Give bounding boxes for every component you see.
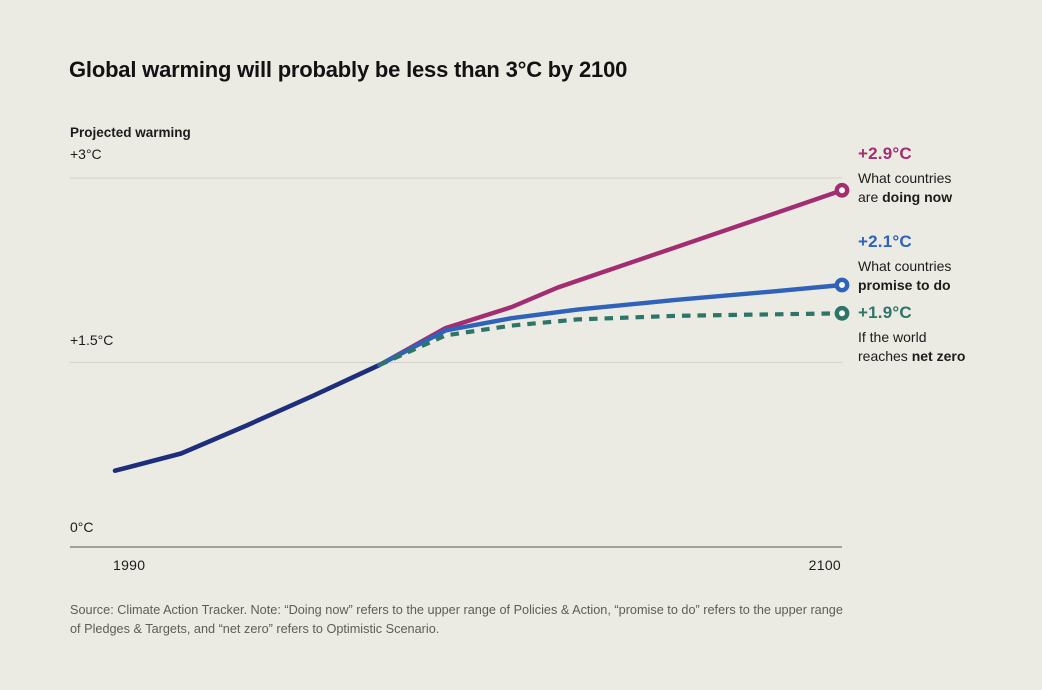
annotation-net-zero: +1.9°C If the world reaches net zero: [858, 303, 1028, 366]
annotation-desc-line2-pre: are: [858, 188, 883, 205]
annotation-desc-doing-now: What countries are doing now: [858, 169, 1028, 207]
chart-title: Global warming will probably be less tha…: [69, 57, 628, 82]
annotation-desc-line2-bold: doing now: [882, 188, 953, 205]
x-tick-label-1990: 1990: [113, 557, 146, 573]
source-line-1: Source: Climate Action Tracker. Note: “D…: [70, 603, 843, 617]
annotation-desc-line1: If the world: [858, 328, 927, 345]
series-line-doing-now: [377, 188, 845, 368]
series-line-historical-warming: [112, 362, 382, 474]
annotation-promise-to-do: +2.1°C What countries promise to do: [858, 232, 1028, 295]
end-marker-doing-now: [834, 182, 850, 198]
annotation-desc-promise-to-do: What countries promise to do: [858, 257, 1028, 295]
annotation-desc-net-zero: If the world reaches net zero: [858, 328, 1028, 366]
y-tick-label-plus3: +3°C: [70, 146, 102, 162]
annotation-temp-doing-now: +2.9°C: [858, 144, 912, 163]
end-marker-promise-to-do: [834, 277, 850, 293]
annotation-temp-promise-to-do: +2.1°C: [858, 232, 912, 251]
series-line-promise-to-do: [377, 282, 845, 368]
annotation-desc-line2-pre: reaches: [858, 347, 912, 364]
y-tick-label-zero: 0°C: [70, 519, 94, 535]
annotation-temp-net-zero: +1.9°C: [858, 303, 912, 322]
x-tick-label-2100: 2100: [808, 557, 841, 573]
annotation-desc-line1: What countries: [858, 257, 952, 274]
source-line-2: of Pledges & Targets, and “net zero” ref…: [70, 621, 440, 636]
annotation-desc-line2-bold: promise to do: [858, 276, 951, 293]
source-note: Source: Climate Action Tracker. Note: “D…: [70, 601, 950, 638]
annotation-doing-now: +2.9°C What countries are doing now: [858, 144, 1028, 207]
annotation-desc-line1: What countries: [858, 169, 952, 186]
y-axis-title: Projected warming: [70, 125, 191, 140]
y-tick-label-plus1-5: +1.5°C: [70, 332, 114, 348]
annotation-desc-line2-bold: net zero: [911, 347, 966, 364]
end-marker-net-zero: [834, 305, 850, 321]
series-line-net-zero: [378, 311, 843, 367]
